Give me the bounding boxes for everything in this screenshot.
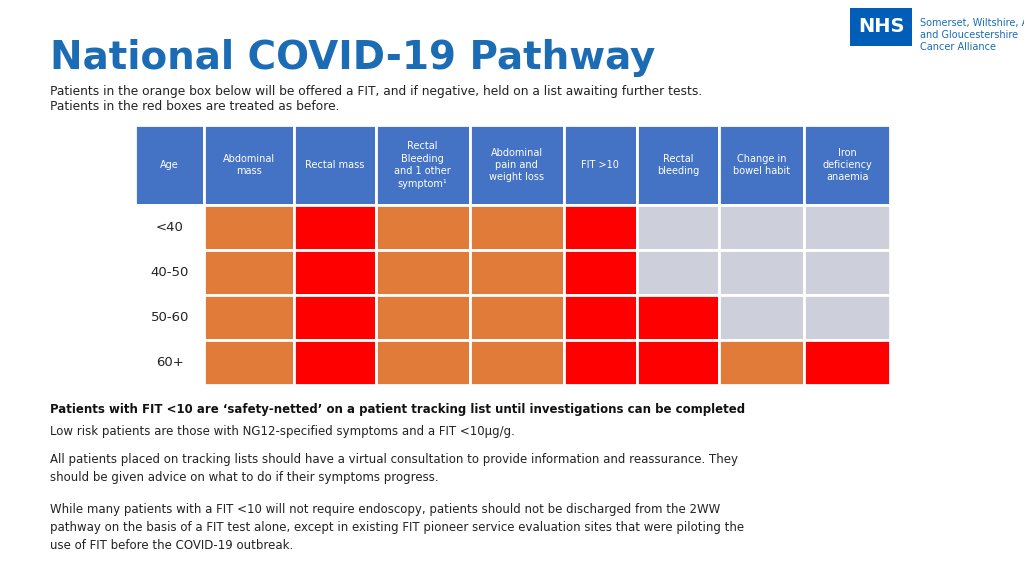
FancyBboxPatch shape <box>294 295 376 340</box>
Text: Rectal mass: Rectal mass <box>305 160 365 170</box>
FancyBboxPatch shape <box>376 295 470 340</box>
FancyBboxPatch shape <box>376 250 470 295</box>
FancyBboxPatch shape <box>850 8 912 46</box>
FancyBboxPatch shape <box>637 340 719 385</box>
FancyBboxPatch shape <box>563 125 637 205</box>
FancyBboxPatch shape <box>563 340 637 385</box>
FancyBboxPatch shape <box>376 205 470 250</box>
Text: NHS: NHS <box>858 17 904 36</box>
Text: 50-60: 50-60 <box>151 311 188 324</box>
Text: While many patients with a FIT <10 will not require endoscopy, patients should n: While many patients with a FIT <10 will … <box>50 503 744 552</box>
FancyBboxPatch shape <box>470 205 563 250</box>
Text: 40-50: 40-50 <box>151 266 188 279</box>
FancyBboxPatch shape <box>719 340 804 385</box>
Text: Abdominal
pain and
weight loss: Abdominal pain and weight loss <box>489 147 544 183</box>
Text: Cancer Alliance: Cancer Alliance <box>920 42 996 52</box>
FancyBboxPatch shape <box>205 250 294 295</box>
FancyBboxPatch shape <box>804 295 890 340</box>
FancyBboxPatch shape <box>804 250 890 295</box>
FancyBboxPatch shape <box>135 125 205 205</box>
Text: Low risk patients are those with NG12-specified symptoms and a FIT <10μg/g.: Low risk patients are those with NG12-sp… <box>50 425 515 438</box>
Text: All patients placed on tracking lists should have a virtual consultation to prov: All patients placed on tracking lists sh… <box>50 453 738 484</box>
FancyBboxPatch shape <box>719 205 804 250</box>
FancyBboxPatch shape <box>205 125 294 205</box>
FancyBboxPatch shape <box>563 250 637 295</box>
FancyBboxPatch shape <box>135 250 205 295</box>
Text: Patients in the orange box below will be offered a FIT, and if negative, held on: Patients in the orange box below will be… <box>50 85 702 98</box>
Text: FIT >10: FIT >10 <box>582 160 620 170</box>
FancyBboxPatch shape <box>804 205 890 250</box>
FancyBboxPatch shape <box>205 295 294 340</box>
Text: Patients in the red boxes are treated as before.: Patients in the red boxes are treated as… <box>50 100 340 113</box>
FancyBboxPatch shape <box>637 205 719 250</box>
FancyBboxPatch shape <box>376 125 470 205</box>
FancyBboxPatch shape <box>804 125 890 205</box>
Text: Abdominal
mass: Abdominal mass <box>223 154 275 176</box>
FancyBboxPatch shape <box>135 340 205 385</box>
FancyBboxPatch shape <box>376 340 470 385</box>
FancyBboxPatch shape <box>637 250 719 295</box>
FancyBboxPatch shape <box>135 295 205 340</box>
FancyBboxPatch shape <box>563 205 637 250</box>
FancyBboxPatch shape <box>563 295 637 340</box>
FancyBboxPatch shape <box>637 125 719 205</box>
Text: 60+: 60+ <box>156 356 183 369</box>
FancyBboxPatch shape <box>294 125 376 205</box>
Text: Age: Age <box>161 160 179 170</box>
Text: Patients with FIT <10 are ‘safety-netted’ on a patient tracking list until inves: Patients with FIT <10 are ‘safety-netted… <box>50 403 745 416</box>
Text: and Gloucestershire: and Gloucestershire <box>920 30 1018 40</box>
FancyBboxPatch shape <box>294 340 376 385</box>
FancyBboxPatch shape <box>637 295 719 340</box>
FancyBboxPatch shape <box>719 125 804 205</box>
FancyBboxPatch shape <box>294 205 376 250</box>
FancyBboxPatch shape <box>470 340 563 385</box>
Text: Rectal
Bleeding
and 1 other
symptom¹: Rectal Bleeding and 1 other symptom¹ <box>394 141 452 188</box>
FancyBboxPatch shape <box>719 250 804 295</box>
FancyBboxPatch shape <box>135 205 205 250</box>
FancyBboxPatch shape <box>719 295 804 340</box>
FancyBboxPatch shape <box>205 205 294 250</box>
FancyBboxPatch shape <box>470 250 563 295</box>
Text: Somerset, Wiltshire, Avon: Somerset, Wiltshire, Avon <box>920 18 1024 28</box>
Text: Change in
bowel habit: Change in bowel habit <box>733 154 790 176</box>
Text: National COVID-19 Pathway: National COVID-19 Pathway <box>50 39 655 77</box>
Text: <40: <40 <box>156 221 183 234</box>
Text: Rectal
bleeding: Rectal bleeding <box>656 154 699 176</box>
FancyBboxPatch shape <box>470 125 563 205</box>
FancyBboxPatch shape <box>205 340 294 385</box>
FancyBboxPatch shape <box>804 340 890 385</box>
FancyBboxPatch shape <box>470 295 563 340</box>
Text: Iron
deficiency
anaemia: Iron deficiency anaemia <box>822 147 872 183</box>
FancyBboxPatch shape <box>294 250 376 295</box>
